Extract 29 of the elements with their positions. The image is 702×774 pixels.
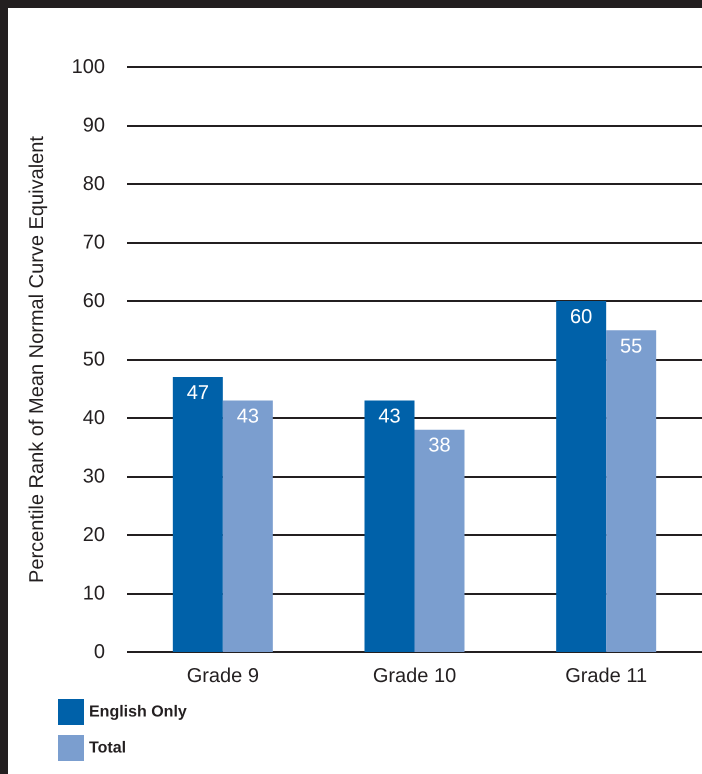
bar xyxy=(556,301,606,652)
y-tick-label: 90 xyxy=(82,114,105,136)
data-label: 60 xyxy=(570,306,592,328)
bar xyxy=(364,400,414,652)
bar xyxy=(222,400,273,652)
x-tick-label: Grade 11 xyxy=(565,665,648,687)
legend-label: English Only xyxy=(89,704,187,720)
data-label: 55 xyxy=(620,335,642,358)
y-tick-label: 50 xyxy=(82,348,105,370)
y-tick-label: 30 xyxy=(82,466,105,488)
x-tick-label: Grade 9 xyxy=(186,665,259,687)
bar xyxy=(172,377,223,652)
bar xyxy=(606,330,656,652)
y-tick-label: 60 xyxy=(82,290,105,312)
y-tick-label: 20 xyxy=(82,524,105,546)
data-label: 38 xyxy=(428,434,451,457)
data-label: 47 xyxy=(186,382,209,404)
x-tick-label: Grade 10 xyxy=(372,665,456,687)
y-tick-label: 100 xyxy=(72,56,105,78)
bar xyxy=(414,430,464,652)
data-label: 43 xyxy=(378,405,401,428)
y-tick-label: 70 xyxy=(82,232,105,254)
y-tick-label: 40 xyxy=(82,407,105,429)
y-axis-title: Percentile Rank of Mean Normal Curve Equivalent xyxy=(26,136,48,583)
data-label: 43 xyxy=(236,405,259,428)
y-tick-label: 0 xyxy=(94,641,105,663)
y-tick-label: 80 xyxy=(82,173,105,195)
legend-label: Total xyxy=(89,740,126,756)
y-tick-label: 10 xyxy=(82,582,105,604)
